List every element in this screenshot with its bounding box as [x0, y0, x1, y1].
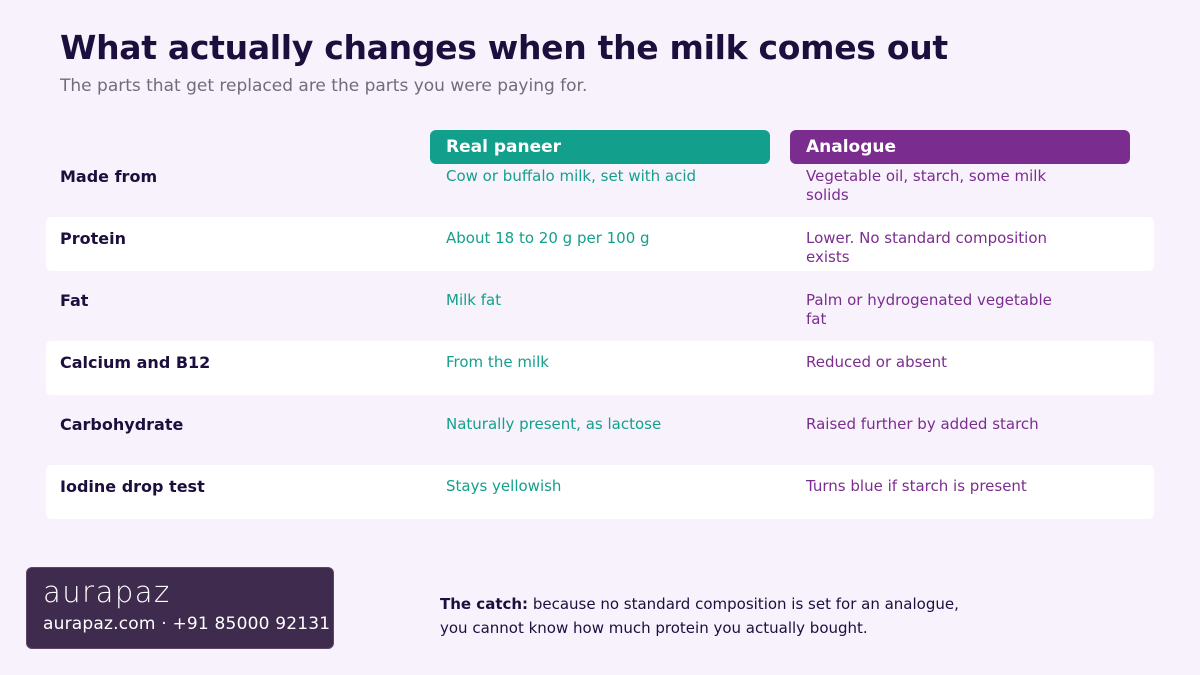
analogue-cell: Turns blue if starch is present: [806, 477, 1027, 495]
real-paneer-cell: Milk fat: [446, 291, 502, 309]
row-label: Made from: [60, 167, 158, 186]
row-label: Protein: [60, 229, 126, 248]
table-row: Iodine drop test Stays yellowish Turns b…: [46, 465, 1154, 519]
real-paneer-cell: Cow or buffalo milk, set with acid: [446, 167, 697, 185]
catch-lead: The catch:: [440, 595, 529, 613]
row-label: Iodine drop test: [60, 477, 205, 496]
real-paneer-cell: About 18 to 20 g per 100 g: [446, 229, 650, 247]
catch-text: because no standard composition is set f…: [440, 595, 959, 637]
analogue-cell: Reduced or absent: [806, 353, 948, 371]
logo-wordmark: aurapaz: [43, 575, 171, 609]
table-row: Carbohydrate Naturally present, as lacto…: [46, 403, 1154, 457]
brand-contact: aurapaz.com · +91 85000 92131: [43, 614, 331, 634]
real-paneer-cell: From the milk: [446, 353, 549, 371]
catch-note: The catch: because no standard compositi…: [440, 592, 960, 640]
table-row: Protein About 18 to 20 g per 100 g Lower…: [46, 217, 1154, 271]
analogue-cell: Vegetable oil, starch, some milk solids: [806, 167, 1047, 204]
real-paneer-cell: Naturally present, as lactose: [446, 415, 662, 433]
table-row: Fat Milk fat Palm or hydrogenated vegeta…: [46, 279, 1154, 333]
table-row: Made from Cow or buffalo milk, set with …: [46, 155, 1154, 209]
column-header-real-paneer: Real paneer: [430, 130, 770, 164]
row-label: Calcium and B12: [60, 353, 211, 372]
aurapaz-logo: aurapaz: [43, 575, 171, 609]
real-paneer-cell: Stays yellowish: [446, 477, 562, 495]
analogue-cell: Palm or hydrogenated vegetable fat: [806, 291, 1052, 328]
brand-panel: aurapaz aurapaz.com · +91 85000 92131: [26, 567, 334, 649]
row-label: Carbohydrate: [60, 415, 184, 434]
analogue-cell: Raised further by added starch: [806, 415, 1039, 433]
page-title: What actually changes when the milk come…: [60, 28, 948, 67]
table-row: Calcium and B12 From the milk Reduced or…: [46, 341, 1154, 395]
page-subtitle: The parts that get replaced are the part…: [60, 76, 588, 96]
row-label: Fat: [60, 291, 89, 310]
analogue-cell: Lower. No standard composition exists: [806, 229, 1048, 266]
column-header-analogue: Analogue: [790, 130, 1130, 164]
